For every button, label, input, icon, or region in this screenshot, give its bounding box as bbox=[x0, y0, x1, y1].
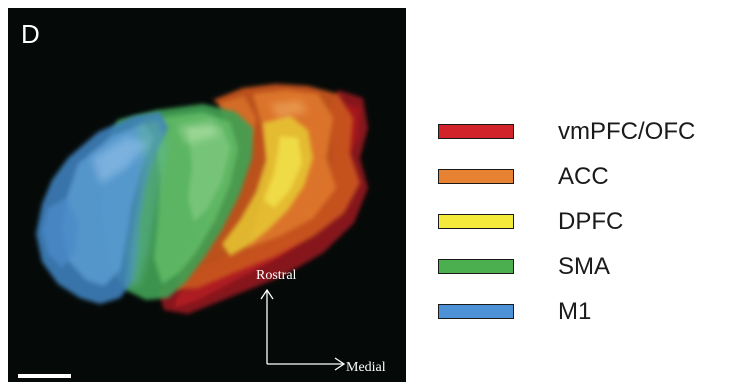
panel-letter: D bbox=[21, 19, 40, 49]
legend-label: ACC bbox=[558, 163, 609, 190]
medial-arrow-icon bbox=[334, 357, 346, 371]
rostral-label: Rostral bbox=[256, 268, 297, 283]
legend-item-acc: ACC bbox=[438, 163, 728, 193]
rostral-arrow-icon bbox=[260, 288, 274, 300]
region-overlap-tint bbox=[128, 118, 168, 288]
legend-item-dpfc: DPFC bbox=[438, 208, 728, 238]
legend-swatch bbox=[438, 169, 514, 184]
legend-swatch bbox=[438, 304, 514, 319]
legend-item-vmpfc-ofc: vmPFC/OFC bbox=[438, 118, 728, 148]
legend-swatch bbox=[438, 214, 514, 229]
legend-label: vmPFC/OFC bbox=[558, 118, 696, 145]
orientation-arrows bbox=[260, 288, 346, 371]
legend-label: SMA bbox=[558, 253, 611, 280]
medial-label: Medial bbox=[346, 360, 386, 375]
legend-label: M1 bbox=[558, 298, 592, 325]
brain-surface-rendering bbox=[36, 84, 368, 371]
surface-highlights bbox=[92, 100, 308, 184]
legend-item-sma: SMA bbox=[438, 253, 728, 283]
scale-bar bbox=[18, 374, 71, 378]
legend-swatch bbox=[438, 124, 514, 139]
legend-item-m1: M1 bbox=[438, 298, 728, 328]
region-dpfc bbox=[222, 116, 313, 256]
brain-render-panel: D Rostral Medial bbox=[8, 8, 406, 382]
legend-label: DPFC bbox=[558, 208, 624, 235]
legend-swatch bbox=[438, 259, 514, 274]
